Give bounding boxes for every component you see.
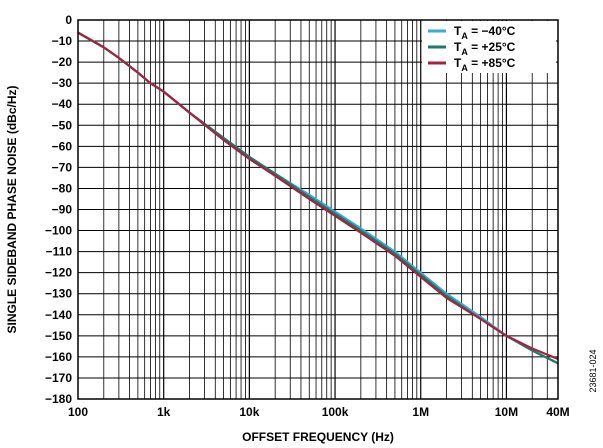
y-tick-label: −60 (52, 139, 73, 153)
x-tick-label: 10M (495, 405, 518, 419)
legend: TA = −40°CTA = +25°CTA = +85°C (422, 21, 556, 73)
y-tick-label: −100 (45, 224, 72, 238)
y-tick-label: −110 (46, 245, 73, 259)
x-tick-label: 100 (68, 405, 88, 419)
x-tick-label: 10k (239, 405, 259, 419)
grid (78, 19, 558, 400)
y-tick-label: −40 (52, 97, 73, 111)
legend-entry-1: TA = +25°C (454, 40, 516, 57)
y-tick-labels: 0 −10 −20 −30 −40 −50 −60 −70 −80 −90 −100 −110 −120… (45, 13, 72, 406)
y-tick-label: 0 (65, 13, 72, 27)
y-tick-label: −180 (45, 392, 72, 406)
figure-id: 23681-024 (588, 349, 598, 392)
y-tick-label: −10 (52, 34, 73, 48)
y-tick-label: −140 (45, 308, 72, 322)
y-tick-label: −80 (52, 181, 73, 195)
y-tick-label: −20 (52, 55, 73, 69)
series-lines (77, 31, 559, 365)
y-tick-label: −90 (52, 203, 73, 217)
y-tick-label: −160 (45, 350, 72, 364)
y-tick-label: −150 (45, 329, 72, 343)
y-tick-label: −170 (45, 371, 72, 385)
legend-entry-2: TA = +85°C (454, 56, 516, 73)
x-axis-label: OFFSET FREQUENCY (Hz) (242, 430, 394, 444)
x-tick-label: 1k (157, 405, 171, 419)
y-tick-label: −30 (52, 76, 73, 90)
x-tick-labels: 100 1k 10k 100k 1M 10M 40M (68, 405, 570, 419)
y-tick-label: −70 (52, 160, 73, 174)
x-tick-label: 100k (322, 405, 349, 419)
y-tick-label: −50 (52, 118, 73, 132)
x-tick-label: 1M (412, 405, 429, 419)
series-line-2 (77, 31, 559, 361)
x-tick-label: 40M (546, 405, 569, 419)
y-tick-label: −130 (45, 287, 72, 301)
legend-entry-0: TA = −40°C (454, 24, 516, 41)
y-axis-label: SINGLE SIDEBAND PHASE NOISE (dBc/Hz) (5, 85, 19, 333)
y-tick-label: −120 (45, 266, 72, 280)
plot-frame (77, 19, 559, 400)
